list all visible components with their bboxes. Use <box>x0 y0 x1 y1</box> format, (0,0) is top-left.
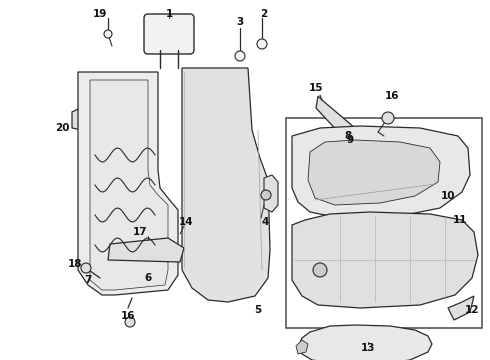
Polygon shape <box>296 340 308 354</box>
Circle shape <box>125 317 135 327</box>
Polygon shape <box>308 140 440 205</box>
Text: 16: 16 <box>121 311 135 321</box>
Text: 17: 17 <box>133 227 147 237</box>
Circle shape <box>104 30 112 38</box>
Text: 5: 5 <box>254 305 262 315</box>
Text: 13: 13 <box>361 343 375 353</box>
Polygon shape <box>292 126 470 218</box>
Polygon shape <box>298 325 432 360</box>
Text: 14: 14 <box>179 217 194 227</box>
Polygon shape <box>448 296 474 320</box>
Circle shape <box>261 190 271 200</box>
Polygon shape <box>182 68 270 302</box>
Circle shape <box>313 263 327 277</box>
Polygon shape <box>90 80 168 290</box>
Polygon shape <box>292 212 478 308</box>
Polygon shape <box>72 108 84 130</box>
Text: 3: 3 <box>236 17 244 27</box>
Text: 12: 12 <box>465 305 479 315</box>
Text: 1: 1 <box>166 9 172 19</box>
Text: 4: 4 <box>261 217 269 227</box>
Text: 10: 10 <box>441 191 455 201</box>
Text: 2: 2 <box>260 9 268 19</box>
Text: 8: 8 <box>344 131 352 141</box>
Circle shape <box>382 112 394 124</box>
Text: 9: 9 <box>346 135 354 145</box>
Polygon shape <box>108 238 184 262</box>
Text: 11: 11 <box>453 215 467 225</box>
Polygon shape <box>316 96 355 136</box>
Circle shape <box>81 263 91 273</box>
Circle shape <box>257 39 267 49</box>
Text: 6: 6 <box>145 273 151 283</box>
Text: 19: 19 <box>93 9 107 19</box>
Text: 16: 16 <box>385 91 399 101</box>
Bar <box>286 118 482 328</box>
Text: 20: 20 <box>55 123 69 133</box>
Circle shape <box>235 51 245 61</box>
Text: 18: 18 <box>68 259 82 269</box>
Polygon shape <box>264 175 278 212</box>
Text: 7: 7 <box>84 275 92 285</box>
FancyBboxPatch shape <box>144 14 194 54</box>
Text: 15: 15 <box>309 83 323 93</box>
Polygon shape <box>78 72 178 295</box>
